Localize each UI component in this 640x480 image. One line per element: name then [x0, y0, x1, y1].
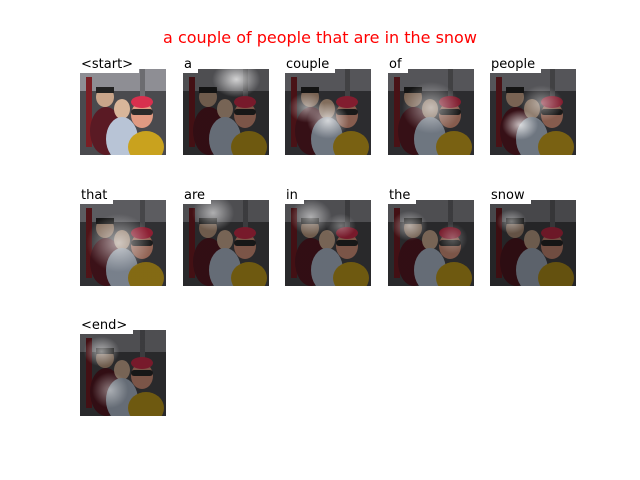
photo-thumbnail: [285, 69, 371, 155]
token-label: <start>: [80, 57, 140, 73]
attention-cell-in: in: [285, 188, 371, 286]
photo-thumbnail: [183, 200, 269, 286]
token-label: of: [388, 57, 408, 73]
attention-cell-couple: couple: [285, 57, 371, 155]
photo-thumbnail: [80, 69, 166, 155]
attention-cell-start: <start>: [80, 57, 166, 155]
token-label: <end>: [80, 318, 134, 334]
token-label: snow: [490, 188, 531, 204]
photo-thumbnail: [388, 69, 474, 155]
attention-cell-are: are: [183, 188, 269, 286]
photo-thumbnail: [490, 200, 576, 286]
attention-cell-the: the: [388, 188, 474, 286]
token-label: are: [183, 188, 212, 204]
attention-cell-of: of: [388, 57, 474, 155]
photo-thumbnail: [80, 200, 166, 286]
photo-thumbnail: [183, 69, 269, 155]
attention-cell-snow: snow: [490, 188, 576, 286]
token-label: that: [80, 188, 114, 204]
token-label: the: [388, 188, 417, 204]
token-label: in: [285, 188, 304, 204]
photo-thumbnail: [490, 69, 576, 155]
token-label: people: [490, 57, 542, 73]
photo-thumbnail: [285, 200, 371, 286]
caption-title: a couple of people that are in the snow: [163, 28, 477, 47]
token-label: couple: [285, 57, 336, 73]
attention-cell-people: people: [490, 57, 576, 155]
photo-thumbnail: [388, 200, 474, 286]
token-label: a: [183, 57, 198, 73]
attention-cell-end: <end>: [80, 318, 166, 416]
attention-cell-a: a: [183, 57, 269, 155]
photo-thumbnail: [80, 330, 166, 416]
attention-cell-that: that: [80, 188, 166, 286]
